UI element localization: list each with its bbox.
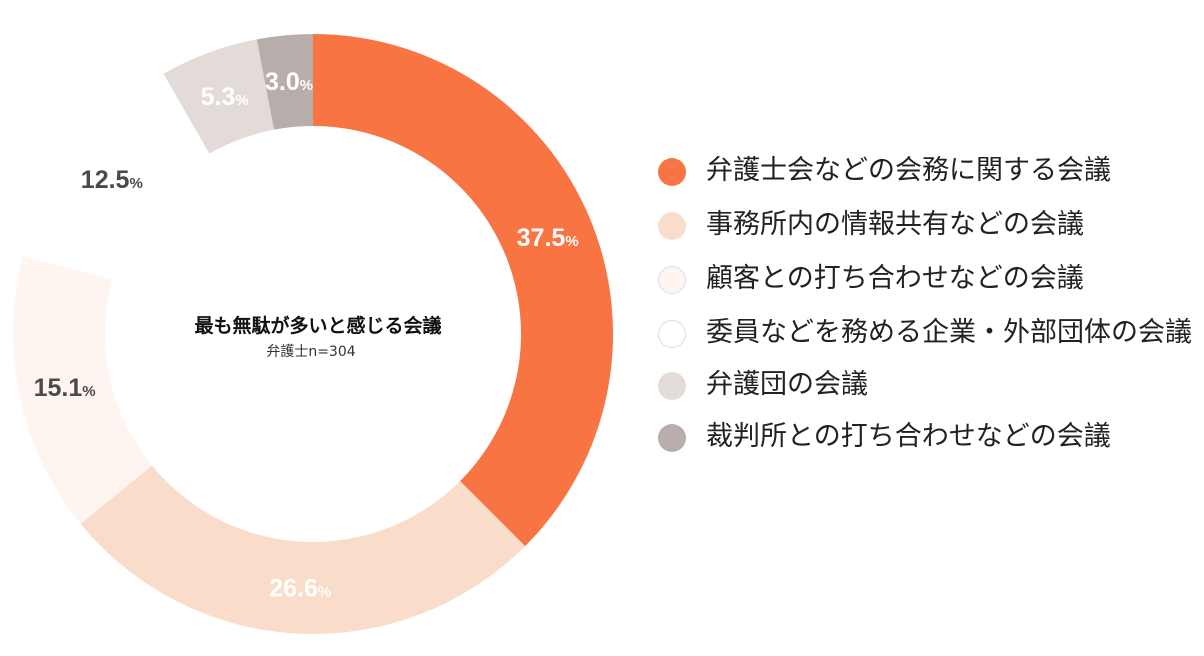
center-title: 最も無駄が多いと感じる会議: [194, 314, 441, 337]
legend-swatch-2: [658, 212, 686, 240]
legend-label-3: 顧客との打ち合わせなどの会議: [706, 263, 1084, 294]
slice-5: [163, 39, 275, 154]
legend-label-5: 弁護団の会議: [706, 369, 868, 400]
legend: 弁護士会などの会務に関する会議 事務所内の情報共有などの会議 顧客との打ち合わせなど…: [658, 152, 1204, 456]
legend-item-4: 委員などを務める企業・外部団体の会議: [658, 314, 1204, 352]
slice-3: [12, 255, 152, 524]
slice-label-6: 3.0%: [265, 68, 313, 96]
legend-label-1: 弁護士会などの会務に関する会議: [706, 155, 1111, 186]
legend-label-2: 事務所内の情報共有などの会議: [706, 209, 1084, 240]
legend-swatch-4: [658, 320, 686, 348]
legend-item-5: 弁護団の会議: [658, 366, 1204, 404]
legend-item-6: 裁判所との打ち合わせなどの会議: [658, 418, 1204, 456]
slice-label-3: 15.1%: [34, 374, 96, 402]
legend-swatch-1: [658, 158, 686, 186]
legend-label-6: 裁判所との打ち合わせなどの会議: [706, 421, 1111, 452]
slice-label-4: 12.5%: [81, 166, 143, 194]
slice-6: [256, 34, 313, 130]
slice-4: [23, 73, 210, 280]
legend-item-3: 顧客との打ち合わせなどの会議: [658, 260, 1204, 298]
slices-group: [12, 34, 614, 634]
legend-item-2: 事務所内の情報共有などの会議: [658, 206, 1204, 244]
slice-labels-group: 37.5% 26.6% 15.1% 12.5% 5.3% 3.0%: [34, 68, 579, 603]
slice-label-1: 37.5%: [517, 224, 579, 252]
legend-swatch-6: [658, 424, 686, 452]
legend-item-1: 弁護士会などの会務に関する会議: [658, 152, 1204, 190]
slice-2: [80, 465, 526, 634]
slice-label-5: 5.3%: [201, 83, 249, 111]
legend-swatch-5: [658, 372, 686, 400]
slice-label-2: 26.6%: [269, 575, 331, 603]
legend-label-4: 委員などを務める企業・外部団体の会議: [706, 317, 1192, 348]
donut-chart: 37.5% 26.6% 15.1% 12.5% 5.3% 3.0% 最も無駄が多いと感じる…: [12, 34, 614, 634]
slice-1: [313, 34, 614, 547]
center-subtitle: 弁護士n=304: [266, 344, 355, 360]
legend-swatch-3: [658, 266, 686, 294]
